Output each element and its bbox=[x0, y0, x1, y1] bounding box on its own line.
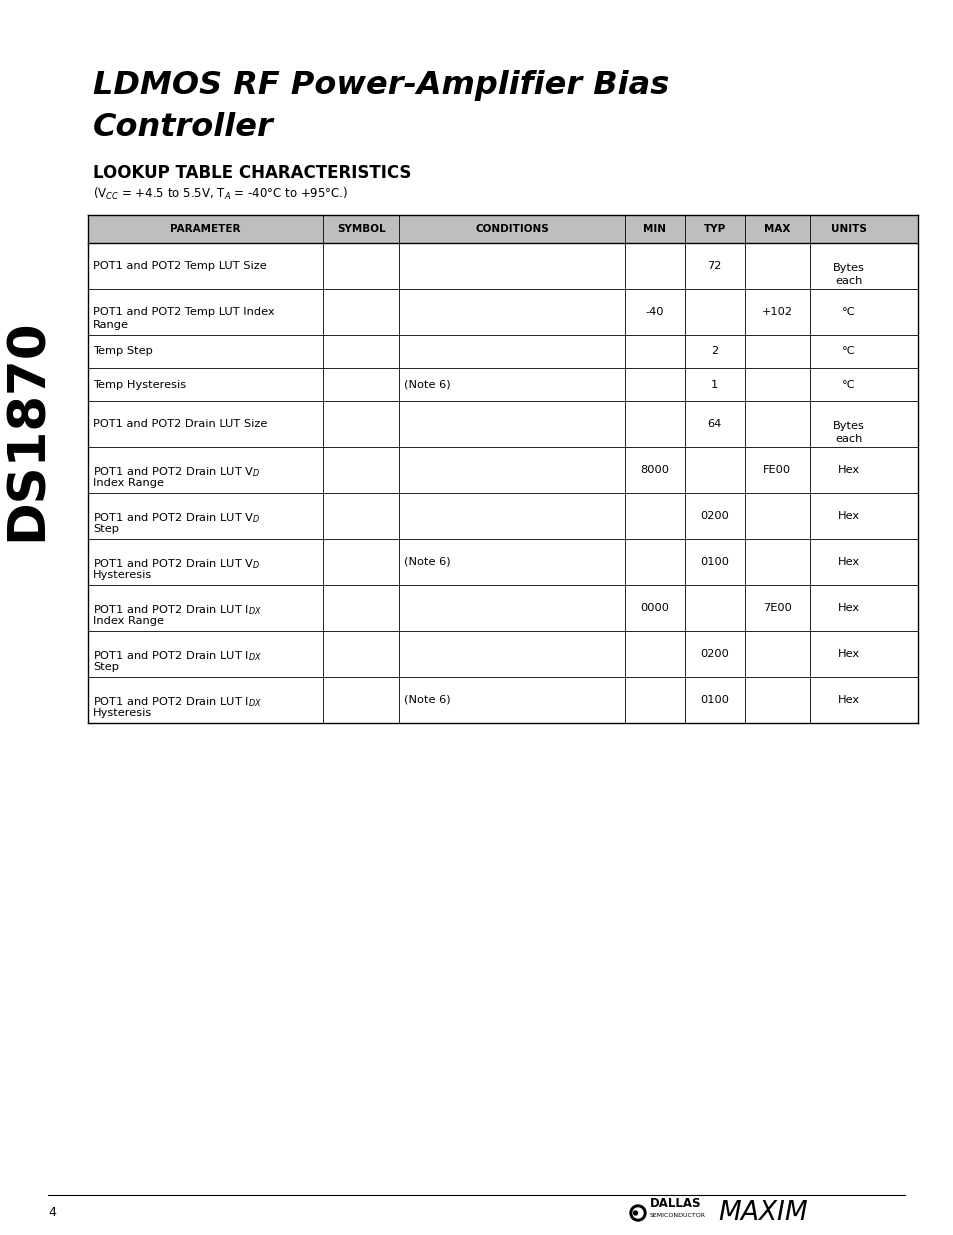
Text: POT1 and POT2 Drain LUT I$_{DX}$: POT1 and POT2 Drain LUT I$_{DX}$ bbox=[92, 650, 261, 663]
Text: +102: +102 bbox=[761, 308, 792, 317]
Bar bbox=[88, 215, 917, 243]
Text: LOOKUP TABLE CHARACTERISTICS: LOOKUP TABLE CHARACTERISTICS bbox=[92, 164, 411, 182]
Text: POT1 and POT2 Drain LUT V$_D$: POT1 and POT2 Drain LUT V$_D$ bbox=[92, 557, 260, 571]
Text: 8000: 8000 bbox=[639, 466, 669, 475]
Text: FE00: FE00 bbox=[762, 466, 791, 475]
Text: 0100: 0100 bbox=[700, 557, 728, 567]
Text: POT1 and POT2 Temp LUT Index: POT1 and POT2 Temp LUT Index bbox=[92, 308, 274, 317]
Text: POT1 and POT2 Drain LUT I$_{DX}$: POT1 and POT2 Drain LUT I$_{DX}$ bbox=[92, 603, 261, 616]
Text: Hex: Hex bbox=[837, 466, 860, 475]
Text: Index Range: Index Range bbox=[92, 478, 164, 488]
Text: 1: 1 bbox=[710, 379, 718, 389]
Text: Temp Hysteresis: Temp Hysteresis bbox=[92, 379, 186, 389]
Text: 0200: 0200 bbox=[700, 650, 728, 659]
Circle shape bbox=[633, 1208, 642, 1218]
Text: Controller: Controller bbox=[92, 112, 274, 143]
Text: (V$_{CC}$ = +4.5 to 5.5V, T$_A$ = -40$\degree$C to +95$\degree$C.): (V$_{CC}$ = +4.5 to 5.5V, T$_A$ = -40$\d… bbox=[92, 186, 348, 203]
Text: Bytes: Bytes bbox=[832, 263, 864, 273]
Text: 2: 2 bbox=[710, 347, 718, 357]
Text: Step: Step bbox=[92, 662, 119, 672]
Text: SEMICONDUCTOR: SEMICONDUCTOR bbox=[649, 1213, 705, 1218]
Text: Range: Range bbox=[92, 320, 129, 330]
Text: POT1 and POT2 Temp LUT Size: POT1 and POT2 Temp LUT Size bbox=[92, 261, 267, 270]
Text: Temp Step: Temp Step bbox=[92, 347, 152, 357]
Text: DALLAS: DALLAS bbox=[649, 1197, 700, 1210]
Text: Index Range: Index Range bbox=[92, 616, 164, 626]
Text: 72: 72 bbox=[707, 261, 721, 270]
Text: $\mathbf{\it{MAXIM}}$: $\mathbf{\it{MAXIM}}$ bbox=[718, 1200, 808, 1226]
Text: TYP: TYP bbox=[702, 224, 725, 233]
Text: 64: 64 bbox=[707, 419, 721, 429]
Text: Bytes: Bytes bbox=[832, 421, 864, 431]
Text: Hysteresis: Hysteresis bbox=[92, 708, 152, 718]
Text: Hex: Hex bbox=[837, 511, 860, 521]
Text: PARAMETER: PARAMETER bbox=[170, 224, 240, 233]
Text: DS1870: DS1870 bbox=[3, 319, 53, 541]
Text: CONDITIONS: CONDITIONS bbox=[475, 224, 548, 233]
Text: MIN: MIN bbox=[642, 224, 666, 233]
Text: 0100: 0100 bbox=[700, 695, 728, 705]
Text: UNITS: UNITS bbox=[830, 224, 866, 233]
Circle shape bbox=[629, 1205, 645, 1221]
Text: (Note 6): (Note 6) bbox=[404, 557, 451, 567]
Text: °C: °C bbox=[841, 347, 855, 357]
Circle shape bbox=[633, 1212, 637, 1215]
Text: Hex: Hex bbox=[837, 650, 860, 659]
Text: Hex: Hex bbox=[837, 695, 860, 705]
Text: POT1 and POT2 Drain LUT I$_{DX}$: POT1 and POT2 Drain LUT I$_{DX}$ bbox=[92, 695, 261, 709]
Text: each: each bbox=[835, 275, 862, 287]
Text: °C: °C bbox=[841, 308, 855, 317]
Text: 4: 4 bbox=[48, 1207, 56, 1219]
Text: °C: °C bbox=[841, 379, 855, 389]
Text: 0200: 0200 bbox=[700, 511, 728, 521]
Text: SYMBOL: SYMBOL bbox=[336, 224, 385, 233]
Text: Hysteresis: Hysteresis bbox=[92, 571, 152, 580]
Text: each: each bbox=[835, 433, 862, 445]
Text: Hex: Hex bbox=[837, 557, 860, 567]
Text: (Note 6): (Note 6) bbox=[404, 695, 451, 705]
Text: POT1 and POT2 Drain LUT Size: POT1 and POT2 Drain LUT Size bbox=[92, 419, 267, 429]
Text: Hex: Hex bbox=[837, 603, 860, 613]
Text: (Note 6): (Note 6) bbox=[404, 379, 451, 389]
Text: 0000: 0000 bbox=[639, 603, 669, 613]
Text: 7E00: 7E00 bbox=[762, 603, 791, 613]
Text: POT1 and POT2 Drain LUT V$_D$: POT1 and POT2 Drain LUT V$_D$ bbox=[92, 466, 260, 479]
Text: MAX: MAX bbox=[763, 224, 790, 233]
Text: Step: Step bbox=[92, 524, 119, 534]
Text: -40: -40 bbox=[645, 308, 663, 317]
Text: POT1 and POT2 Drain LUT V$_D$: POT1 and POT2 Drain LUT V$_D$ bbox=[92, 511, 260, 525]
Text: LDMOS RF Power-Amplifier Bias: LDMOS RF Power-Amplifier Bias bbox=[92, 70, 669, 101]
